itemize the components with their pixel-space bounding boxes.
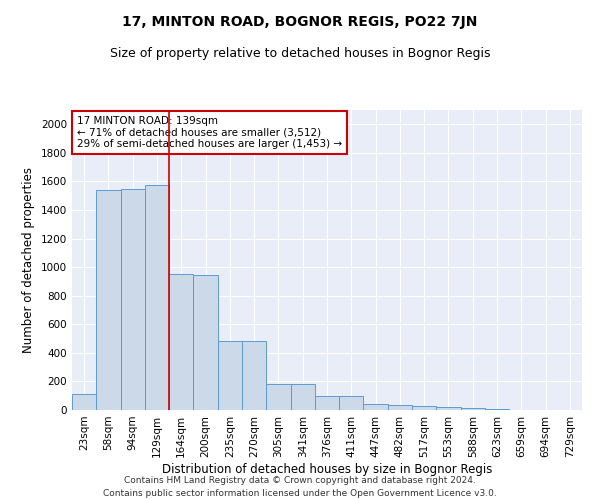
Bar — [121, 188, 145, 410]
Bar — [412, 406, 436, 410]
Text: Contains HM Land Registry data © Crown copyright and database right 2024.
Contai: Contains HM Land Registry data © Crown c… — [103, 476, 497, 498]
Bar — [436, 408, 461, 410]
Bar — [193, 275, 218, 410]
Text: 17 MINTON ROAD: 139sqm
← 71% of detached houses are smaller (3,512)
29% of semi-: 17 MINTON ROAD: 139sqm ← 71% of detached… — [77, 116, 342, 149]
Bar — [218, 342, 242, 410]
Bar — [339, 396, 364, 410]
Bar — [72, 394, 96, 410]
Bar — [364, 404, 388, 410]
Bar — [290, 384, 315, 410]
Text: Size of property relative to detached houses in Bognor Regis: Size of property relative to detached ho… — [110, 48, 490, 60]
Bar — [145, 185, 169, 410]
Text: 17, MINTON ROAD, BOGNOR REGIS, PO22 7JN: 17, MINTON ROAD, BOGNOR REGIS, PO22 7JN — [122, 15, 478, 29]
Bar — [388, 404, 412, 410]
X-axis label: Distribution of detached houses by size in Bognor Regis: Distribution of detached houses by size … — [162, 462, 492, 475]
Bar — [96, 190, 121, 410]
Y-axis label: Number of detached properties: Number of detached properties — [22, 167, 35, 353]
Bar — [266, 384, 290, 410]
Bar — [169, 274, 193, 410]
Bar — [242, 342, 266, 410]
Bar — [315, 396, 339, 410]
Bar — [461, 408, 485, 410]
